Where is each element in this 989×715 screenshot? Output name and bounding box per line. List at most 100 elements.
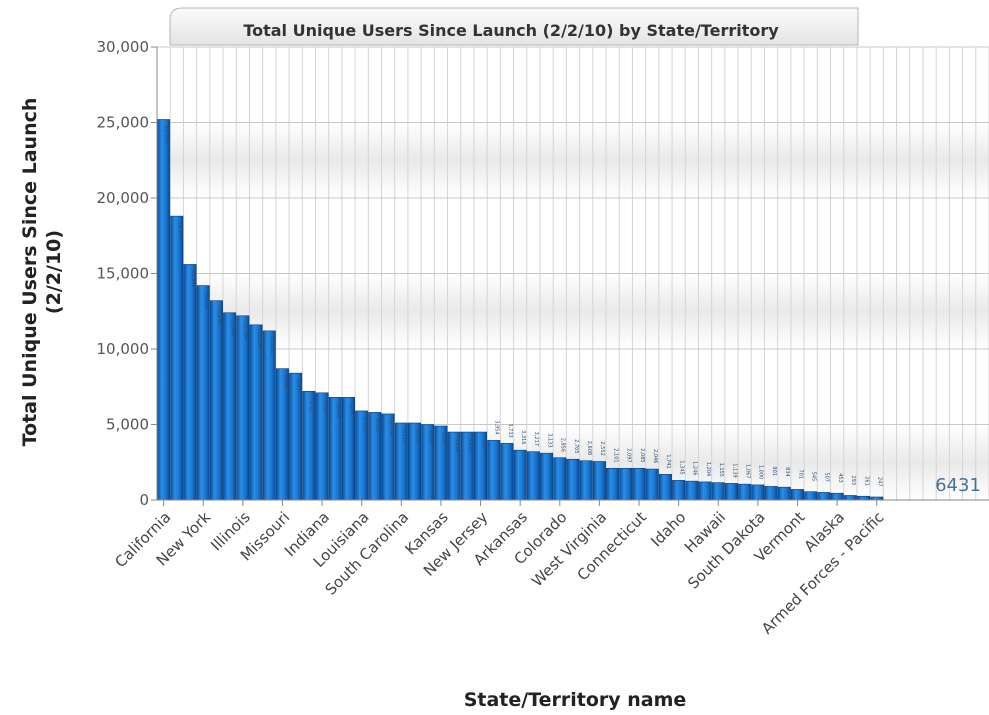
value-label: 453 — [837, 473, 843, 483]
bar — [817, 492, 831, 501]
value-label: 1,067 — [744, 464, 750, 478]
value-label: 1,139 — [731, 463, 737, 477]
value-labels-group: 25,165 18,754 15,542 14,208 13,198 12,443 12,1… — [163, 125, 882, 486]
value-label: 18,754 — [177, 222, 183, 240]
value-label: 3,954 — [494, 420, 500, 434]
value-label: 1,345 — [678, 460, 684, 474]
value-label: 11,165 — [269, 337, 275, 355]
y-tick-label: 5,000 — [106, 416, 149, 434]
value-label: 2,608 — [586, 441, 592, 455]
value-label: 2,552 — [599, 442, 605, 456]
value-label: 4,513 — [467, 438, 473, 452]
y-tick-label: 15,000 — [97, 265, 150, 283]
value-label: 1,246 — [692, 461, 698, 475]
bar — [790, 489, 805, 501]
bar — [487, 440, 501, 501]
y-axis-title: Total Unique Users Since Launch (2/2/10) — [19, 98, 65, 447]
y-tick-label: 25,000 — [97, 114, 150, 132]
value-label: 1,204 — [705, 462, 711, 476]
value-label: 1,741 — [665, 454, 671, 468]
bar — [553, 457, 567, 501]
bar — [592, 461, 606, 501]
bar — [804, 491, 818, 501]
value-label: 545 — [811, 472, 817, 482]
bar — [223, 312, 237, 501]
value-label: 834 — [784, 467, 790, 477]
y-tick-label: 30,000 — [97, 38, 150, 56]
value-label: 2,085 — [639, 448, 645, 462]
bar — [645, 468, 659, 501]
value-label: 1,000 — [758, 465, 764, 479]
value-label: 12,443 — [229, 319, 235, 337]
bar — [711, 482, 725, 501]
value-label: 2,046 — [652, 449, 658, 463]
chart-title: Total Unique Users Since Launch (2/2/10)… — [243, 21, 779, 40]
value-label: 1,155 — [718, 463, 724, 477]
value-label: 12,196 — [243, 322, 249, 340]
bar — [698, 481, 712, 501]
bar — [526, 451, 540, 501]
bar — [500, 443, 514, 501]
value-label: 5,813 — [375, 418, 381, 432]
bar — [830, 492, 844, 501]
value-label: 5,031 — [428, 431, 434, 445]
bar — [170, 215, 184, 501]
bar — [513, 449, 527, 501]
value-label: 901 — [771, 466, 777, 476]
value-label: 507 — [824, 472, 830, 482]
value-label: 8,695 — [282, 375, 288, 389]
value-label: 293 — [850, 475, 856, 485]
bar — [632, 467, 646, 501]
value-label: 261 — [863, 476, 869, 486]
value-label: 7,124 — [322, 399, 328, 413]
value-label: 11,555 — [256, 331, 262, 349]
value-label: 701 — [797, 469, 803, 479]
bar — [751, 484, 765, 501]
bar — [672, 480, 686, 501]
axes — [151, 46, 989, 506]
value-label: 5,098 — [414, 429, 420, 443]
value-label: 4,957 — [441, 432, 447, 446]
value-label: 5,115 — [401, 429, 407, 443]
bar — [249, 324, 263, 501]
y-tick-label: 0 — [139, 491, 149, 509]
value-label: 3,217 — [533, 432, 539, 446]
value-label: 6,849 — [335, 403, 341, 417]
value-label: 8,351 — [295, 379, 301, 393]
bar — [857, 495, 871, 501]
bar — [658, 474, 672, 501]
value-label: 2,101 — [612, 448, 618, 462]
bar — [843, 495, 857, 501]
value-label: 15,542 — [190, 270, 196, 288]
bar — [236, 315, 250, 501]
bar — [540, 452, 554, 501]
bar — [209, 300, 223, 501]
value-label: 5,734 — [388, 420, 394, 434]
value-label: 2,097 — [626, 448, 632, 462]
bar — [183, 264, 197, 501]
value-label: 14,208 — [203, 292, 209, 310]
value-label: 13,198 — [216, 307, 222, 325]
bar — [606, 467, 620, 501]
y-tick-label: 20,000 — [97, 189, 150, 207]
bar — [685, 480, 699, 501]
annotation-label: 6431 — [935, 475, 981, 496]
x-axis-title: State/Territory name — [464, 689, 687, 711]
bar — [764, 486, 778, 501]
y-tick-label: 10,000 — [97, 340, 150, 358]
value-label: 2,856 — [560, 438, 566, 452]
y-axis-title-line-1: Total Unique Users Since Launch — [19, 98, 41, 447]
value-label: 3,316 — [520, 430, 526, 444]
value-label: 4,477 — [480, 438, 486, 452]
bar — [724, 483, 738, 501]
value-label: 247 — [877, 477, 883, 487]
value-label: 5,925 — [362, 417, 368, 431]
bar — [579, 460, 593, 501]
bar — [196, 285, 210, 501]
value-label: 7,213 — [309, 397, 315, 411]
value-label: 3,733 — [507, 423, 513, 437]
value-label: 4,518 — [454, 438, 460, 452]
bar — [738, 483, 752, 501]
bar — [566, 458, 580, 501]
